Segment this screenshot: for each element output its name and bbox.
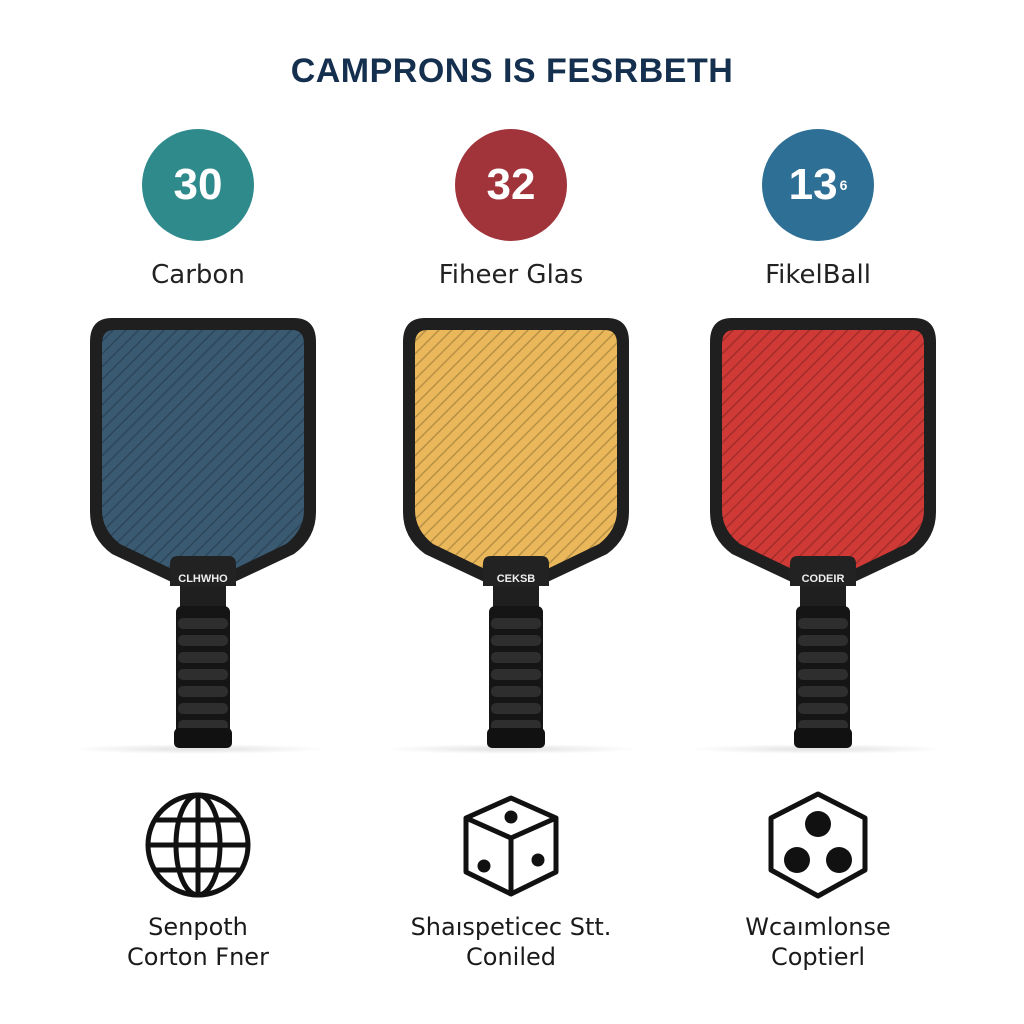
paddle-face [415,330,617,572]
grip-band [178,703,228,714]
grip-band [798,686,848,697]
grip-band [178,686,228,697]
badge-value: 13 [788,160,838,209]
feature-description: Senpoth Corton Fner [48,912,348,972]
grip-band [491,703,541,714]
desc-line: Coniled [466,943,556,971]
grip-band [491,686,541,697]
paddle-shadow [688,744,948,754]
paddle-image: CEKSB [403,318,629,748]
feature-description: Wcaımlonse Coptierl [668,912,968,972]
badge-value: 30 [173,160,223,209]
paddle-shadow [381,744,641,754]
desc-line: Coptierl [770,943,866,971]
throat-label: CLHWHO [178,573,228,585]
column-pickleball: 13 6 FikelBall CODEIR Wcaımlonse Coptierl [668,0,968,1024]
throat-plate [483,556,549,586]
material-label: Carbon [151,260,245,290]
grip-band [491,635,541,646]
grip-band [491,618,541,629]
material-label: FikelBall [765,260,871,290]
paddle-image: CODEIR [710,318,936,748]
throat-label: CEKSB [497,573,536,585]
score-badge: 30 [142,129,254,241]
paddle-face [722,330,924,572]
badge-value: 32 [486,160,536,209]
paddle-shadow [68,744,328,754]
grip-band [178,618,228,629]
grip-band [798,652,848,663]
badge-superscript: 6 [839,177,848,193]
desc-line: Wcaımlonse [745,913,891,941]
column-carbon: 30 Carbon CLHWHO Senpoth Corton Fner [48,0,348,1024]
column-fiberglass: 32 Fiheer Glas CEKSB Shaıspeticec Stt. Co… [361,0,661,1024]
grip-band [798,669,848,680]
globe-icon [145,792,251,898]
end-cap [174,728,232,748]
grip-band [798,635,848,646]
desc-line: Shaıspeticec Stt. [410,913,612,941]
throat-plate [170,556,236,586]
hexagon-dots-icon [768,791,868,899]
grip-band [178,635,228,646]
score-badge: 13 6 [762,129,874,241]
grip-band [798,703,848,714]
paddle-image: CLHWHO [90,318,316,748]
end-cap [794,728,852,748]
grip-band [798,618,848,629]
score-badge: 32 [455,129,567,241]
cube-icon [463,795,559,897]
desc-line: Corton Fner [127,943,269,971]
feature-description: Shaıspeticec Stt. Coniled [361,912,661,972]
grip-band [178,652,228,663]
paddle-face [102,330,304,572]
page-title: CAMPRONS IS FESRBETH [290,52,734,90]
grip-band [491,652,541,663]
grip-band [178,669,228,680]
throat-plate [790,556,856,586]
throat-label: CODEIR [802,573,845,585]
desc-line: Senpoth [148,913,248,941]
grip-band [491,669,541,680]
material-label: Fiheer Glas [438,260,584,290]
end-cap [487,728,545,748]
